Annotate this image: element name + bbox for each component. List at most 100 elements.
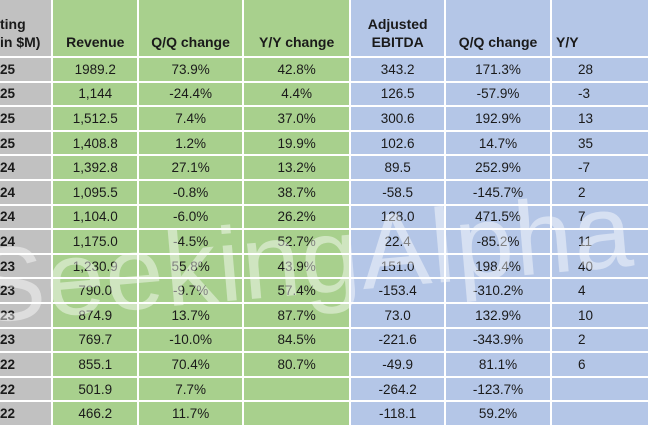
revenue-cell[interactable]: 1,144 (53, 82, 138, 106)
ebitda-yy-cell[interactable]: 10 (552, 303, 648, 327)
revenue-cell[interactable]: 1,175.0 (53, 230, 138, 253)
row-label-cell[interactable]: 22 (0, 402, 52, 425)
revenue-qq-cell[interactable]: 1.2% (139, 131, 242, 155)
revenue-qq-cell[interactable]: 70.4% (139, 353, 242, 376)
ebitda-cell[interactable]: 89.5 (351, 156, 444, 179)
revenue-cell[interactable]: 466.2 (53, 402, 138, 425)
ebitda-yy-cell[interactable]: 11 (552, 230, 648, 253)
revenue-qq-cell[interactable]: 27.1% (139, 156, 242, 179)
revenue-qq-cell[interactable]: 11.7% (139, 402, 242, 425)
row-label-cell[interactable]: 24 (0, 156, 52, 179)
revenue-cell[interactable]: 1,392.8 (53, 156, 138, 179)
row-label-cell[interactable]: 23 (0, 328, 52, 352)
revenue-cell[interactable]: 1,104.0 (53, 205, 138, 229)
revenue-cell[interactable]: 769.7 (53, 328, 138, 352)
revenue-yy-cell[interactable]: 80.7% (243, 353, 350, 376)
revenue-qq-cell[interactable]: 7.7% (139, 377, 242, 401)
revenue-cell[interactable]: 790.0 (53, 279, 138, 302)
ebitda-cell[interactable]: -264.2 (351, 377, 444, 401)
row-label-cell[interactable]: 23 (0, 279, 52, 302)
ebitda-cell[interactable]: 128.0 (351, 205, 444, 229)
row-label-cell[interactable]: 24 (0, 205, 52, 229)
revenue-cell[interactable]: 1989.2 (53, 58, 138, 81)
revenue-cell[interactable]: 1,408.8 (53, 131, 138, 155)
revenue-yy-cell[interactable]: 84.5% (243, 328, 350, 352)
ebitda-cell[interactable]: 300.6 (351, 107, 444, 130)
revenue-qq-cell[interactable]: 73.9% (139, 58, 242, 81)
ebitda-yy-cell[interactable]: 13 (552, 107, 648, 130)
header-revenue-qq-change[interactable]: Q/Q change (139, 0, 242, 56)
ebitda-qq-cell[interactable]: -85.2% (445, 230, 551, 253)
revenue-cell[interactable]: 1,230.9 (53, 254, 138, 278)
ebitda-cell[interactable]: -221.6 (351, 328, 444, 352)
ebitda-cell[interactable]: -118.1 (351, 402, 444, 425)
revenue-cell[interactable]: 501.9 (53, 377, 138, 401)
revenue-qq-cell[interactable]: -0.8% (139, 180, 242, 204)
header-revenue[interactable]: Revenue (53, 0, 138, 56)
revenue-yy-cell[interactable]: 26.2% (243, 205, 350, 229)
revenue-qq-cell[interactable]: -9.7% (139, 279, 242, 302)
ebitda-yy-cell[interactable]: 40 (552, 254, 648, 278)
revenue-yy-cell[interactable]: 4.4% (243, 82, 350, 106)
ebitda-qq-cell[interactable]: 171.3% (445, 58, 551, 81)
revenue-cell[interactable]: 1,095.5 (53, 180, 138, 204)
ebitda-yy-cell[interactable]: 2 (552, 328, 648, 352)
ebitda-qq-cell[interactable]: -343.9% (445, 328, 551, 352)
header-ebitda-yy-change[interactable]: Y/Y (552, 0, 648, 56)
ebitda-yy-cell[interactable]: 7 (552, 205, 648, 229)
ebitda-qq-cell[interactable]: 192.9% (445, 107, 551, 130)
ebitda-qq-cell[interactable]: 59.2% (445, 402, 551, 425)
row-label-cell[interactable]: 25 (0, 131, 52, 155)
ebitda-qq-cell[interactable]: 252.9% (445, 156, 551, 179)
header-revenue-yy-change[interactable]: Y/Y change (243, 0, 350, 56)
corner-header-cell[interactable]: ting in $M) (0, 0, 52, 56)
revenue-yy-cell[interactable]: 13.2% (243, 156, 350, 179)
ebitda-qq-cell[interactable]: -310.2% (445, 279, 551, 302)
ebitda-cell[interactable]: 151.0 (351, 254, 444, 278)
revenue-qq-cell[interactable]: 13.7% (139, 303, 242, 327)
row-label-cell[interactable]: 25 (0, 82, 52, 106)
ebitda-yy-cell[interactable]: 4 (552, 279, 648, 302)
revenue-yy-cell[interactable]: 87.7% (243, 303, 350, 327)
ebitda-qq-cell[interactable]: -57.9% (445, 82, 551, 106)
ebitda-yy-cell[interactable] (552, 402, 648, 425)
row-label-cell[interactable]: 23 (0, 303, 52, 327)
ebitda-qq-cell[interactable]: 132.9% (445, 303, 551, 327)
ebitda-cell[interactable]: -58.5 (351, 180, 444, 204)
revenue-cell[interactable]: 1,512.5 (53, 107, 138, 130)
ebitda-cell[interactable]: 73.0 (351, 303, 444, 327)
ebitda-yy-cell[interactable]: 2 (552, 180, 648, 204)
ebitda-cell[interactable]: -153.4 (351, 279, 444, 302)
revenue-cell[interactable]: 855.1 (53, 353, 138, 376)
ebitda-cell[interactable]: 343.2 (351, 58, 444, 81)
header-adjusted-ebitda[interactable]: Adjusted EBITDA (351, 0, 444, 56)
ebitda-yy-cell[interactable]: -3 (552, 82, 648, 106)
header-ebitda-qq-change[interactable]: Q/Q change (445, 0, 551, 56)
revenue-yy-cell[interactable] (243, 402, 350, 425)
row-label-cell[interactable]: 25 (0, 58, 52, 81)
ebitda-qq-cell[interactable]: -145.7% (445, 180, 551, 204)
ebitda-qq-cell[interactable]: 198.4% (445, 254, 551, 278)
ebitda-yy-cell[interactable]: 6 (552, 353, 648, 376)
row-label-cell[interactable]: 24 (0, 230, 52, 253)
revenue-qq-cell[interactable]: 7.4% (139, 107, 242, 130)
ebitda-cell[interactable]: -49.9 (351, 353, 444, 376)
ebitda-cell[interactable]: 126.5 (351, 82, 444, 106)
row-label-cell[interactable]: 22 (0, 353, 52, 376)
row-label-cell[interactable]: 22 (0, 377, 52, 401)
revenue-yy-cell[interactable]: 52.7% (243, 230, 350, 253)
revenue-yy-cell[interactable]: 37.0% (243, 107, 350, 130)
revenue-qq-cell[interactable]: -4.5% (139, 230, 242, 253)
revenue-yy-cell[interactable]: 19.9% (243, 131, 350, 155)
ebitda-qq-cell[interactable]: 471.5% (445, 205, 551, 229)
ebitda-qq-cell[interactable]: 14.7% (445, 131, 551, 155)
revenue-yy-cell[interactable]: 57.4% (243, 279, 350, 302)
revenue-yy-cell[interactable]: 38.7% (243, 180, 350, 204)
ebitda-qq-cell[interactable]: -123.7% (445, 377, 551, 401)
row-label-cell[interactable]: 24 (0, 180, 52, 204)
ebitda-yy-cell[interactable]: 28 (552, 58, 648, 81)
revenue-cell[interactable]: 874.9 (53, 303, 138, 327)
revenue-yy-cell[interactable]: 43.9% (243, 254, 350, 278)
revenue-qq-cell[interactable]: 55.8% (139, 254, 242, 278)
revenue-yy-cell[interactable] (243, 377, 350, 401)
